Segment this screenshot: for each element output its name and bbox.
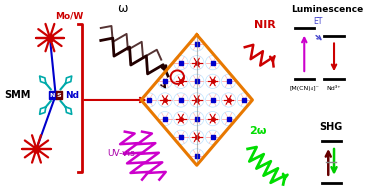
Text: SHG: SHG	[320, 122, 343, 132]
Text: Luminescence: Luminescence	[291, 5, 363, 14]
Text: S: S	[57, 93, 61, 98]
FancyBboxPatch shape	[49, 91, 56, 99]
Text: ω: ω	[118, 2, 128, 15]
Text: N: N	[50, 93, 55, 98]
Text: UV-vis: UV-vis	[108, 149, 135, 158]
Text: Nd³⁺: Nd³⁺	[327, 86, 341, 91]
Text: Nd: Nd	[65, 91, 79, 100]
Polygon shape	[141, 35, 252, 165]
Text: NIR: NIR	[254, 20, 276, 30]
Text: ET: ET	[313, 17, 322, 26]
Text: SMM: SMM	[4, 90, 30, 100]
Text: 2ω: 2ω	[250, 125, 267, 136]
Text: [M(CN)₄]⁻: [M(CN)₄]⁻	[289, 86, 319, 91]
FancyBboxPatch shape	[56, 91, 62, 99]
Text: Mo/W: Mo/W	[55, 11, 83, 20]
